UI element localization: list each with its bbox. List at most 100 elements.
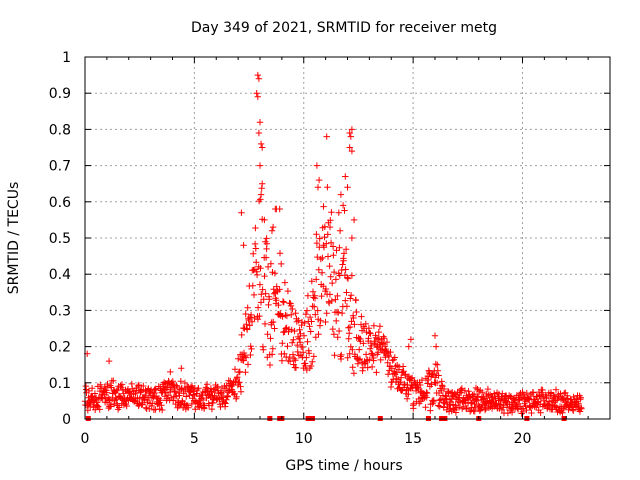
data-point [250,291,258,299]
data-point [436,397,443,404]
data-point [537,409,544,416]
data-point [368,342,375,350]
data-point [105,397,113,404]
data-point [244,361,252,368]
data-point [484,385,492,393]
data-point [330,268,338,276]
data-point [346,323,354,331]
data-point [356,346,363,353]
data-point [407,336,415,343]
data-point [545,398,553,405]
data-point [247,311,255,319]
data-point [364,364,371,371]
data-point [345,324,352,331]
y-tick-label: 0.9 [49,86,71,102]
data-point [105,357,113,365]
data-point [283,312,291,319]
data-point [257,196,264,203]
data-point [353,308,360,316]
data-point [331,352,338,359]
data-point [271,270,279,277]
data-point [376,323,384,330]
data-point [373,369,380,376]
data-point [123,402,130,410]
data-point [391,354,398,361]
data-point [273,297,280,304]
data-point [577,394,584,401]
y-tick-labels: 0 0.1 0.2 0.3 0.4 0.5 0.6 0.7 0.8 0.9 1 [49,50,71,428]
data-point [207,385,215,392]
data-point [346,144,353,151]
data-point [217,389,224,396]
data-point [321,233,328,241]
data-point [530,389,537,396]
ticks-layer [84,56,610,420]
data-point [155,400,162,407]
data-point [292,357,299,364]
data-point [313,231,320,238]
data-point [339,202,347,209]
data-point [440,385,448,393]
data-point [265,301,272,309]
data-point [247,351,254,359]
data-point [253,90,260,97]
data-point [399,363,407,370]
data-point [347,343,354,350]
x-tick-label: 5 [190,431,199,447]
data-point [362,351,370,358]
data-point [97,381,104,388]
data-point [375,328,382,336]
data-point [384,359,391,366]
data-point [269,223,277,231]
data-point [91,390,99,397]
data-point [307,328,314,335]
data-point [314,253,321,261]
data-point [455,404,463,411]
data-point [299,349,307,356]
data-point [261,272,268,280]
data-point [88,385,96,392]
data-point [324,253,332,260]
data-point [110,377,117,384]
data-point [433,379,441,386]
data-point [360,340,367,347]
data-point [313,162,321,169]
data-point [242,310,249,318]
data-point [264,263,272,271]
x-axis-label: GPS time / hours [285,458,402,474]
data-point [113,387,120,395]
data-point [368,363,376,371]
data-point [236,368,243,375]
data-point [275,311,283,319]
data-point [244,326,251,333]
data-point [435,402,442,409]
data-point [311,303,318,310]
data-point [309,358,316,365]
data-point [231,366,239,373]
data-point [564,392,571,399]
data-point [328,209,335,216]
data-point [356,355,364,363]
data-point [346,330,353,337]
data-point [111,397,119,404]
data-point [370,357,377,364]
data-point [288,311,295,318]
data-point [267,335,274,342]
data-point [432,360,439,368]
data-point [377,356,384,364]
data-point [157,397,164,404]
data-point [263,235,270,242]
data-point [367,345,374,352]
data-point [159,406,166,414]
grid-layer [85,57,610,419]
data-point [208,405,216,413]
data-point [135,381,143,389]
data-point [254,71,261,79]
data-point [332,276,340,283]
x-tick-label: 0 [81,431,90,447]
data-point [322,318,329,326]
data-point [282,311,289,319]
data-point [286,299,293,307]
data-point [347,295,354,302]
data-point [350,370,358,377]
